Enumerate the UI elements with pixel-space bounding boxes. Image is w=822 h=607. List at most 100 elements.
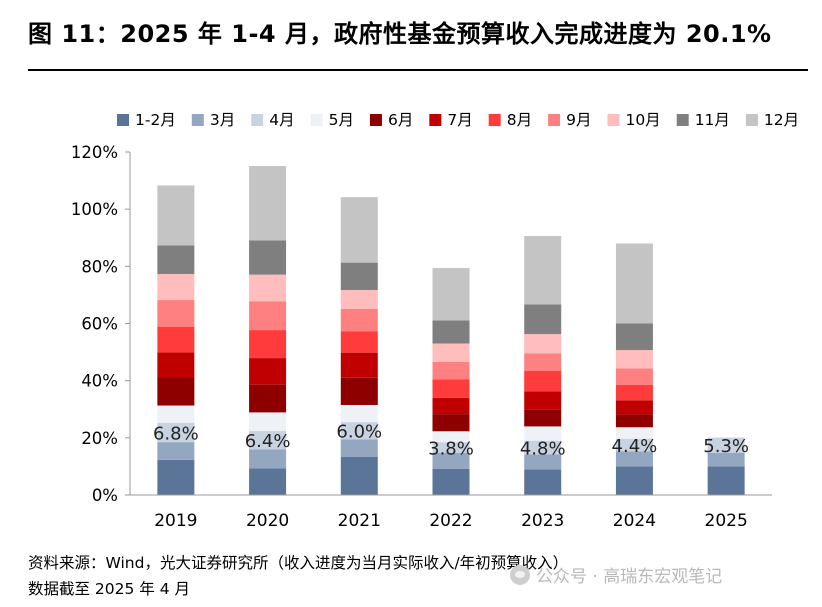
legend-label: 8月 bbox=[507, 111, 532, 129]
legend-swatch bbox=[117, 114, 129, 126]
bar-segment bbox=[524, 469, 562, 495]
y-tick-label: 80% bbox=[81, 257, 118, 276]
bar-segment bbox=[249, 166, 287, 241]
legend-label: 5月 bbox=[329, 111, 354, 129]
x-tick-label: 2022 bbox=[429, 511, 472, 531]
bar-segment bbox=[157, 245, 195, 275]
bar-segment bbox=[157, 442, 195, 460]
bar-segment bbox=[157, 326, 195, 353]
bar-segment bbox=[249, 274, 287, 302]
x-tick-label: 2020 bbox=[246, 511, 289, 531]
legend-swatch bbox=[369, 114, 382, 126]
data-label: 6.4% bbox=[245, 431, 291, 452]
bar-segment bbox=[615, 427, 653, 439]
source-line-1: 资料来源：Wind，光大证券研究所（收入进度为当月实际收入/年初预算收入） bbox=[28, 554, 569, 572]
bar-segment bbox=[707, 466, 745, 495]
bar-segment bbox=[432, 442, 470, 453]
bar-segment bbox=[432, 414, 470, 432]
x-tick-label: 2019 bbox=[154, 511, 197, 531]
bar-segment bbox=[249, 449, 287, 469]
legend-label: 4月 bbox=[269, 111, 294, 129]
data-labels: 6.8% 6.4% 6.0% 3.8% 4.8% 4.4% 5.3% bbox=[153, 422, 749, 460]
legend-swatch bbox=[251, 114, 264, 126]
source-note: 资料来源：Wind，光大证券研究所（收入进度为当月实际收入/年初预算收入） 数据… bbox=[28, 550, 808, 602]
y-tick-label: 40% bbox=[81, 372, 118, 391]
bar-segment bbox=[432, 468, 470, 495]
bar-segment bbox=[432, 397, 470, 415]
legend-swatch bbox=[488, 114, 501, 126]
bar-segment bbox=[524, 304, 562, 335]
y-tick-label: 120% bbox=[71, 143, 118, 162]
bar-segment bbox=[615, 350, 653, 369]
bar-segment bbox=[615, 384, 653, 401]
bar-segment bbox=[340, 262, 378, 291]
y-axis: 0% 20% 40% 60% 80% 100% 120% bbox=[71, 143, 131, 505]
bar-segment bbox=[615, 466, 653, 495]
bar-segment bbox=[524, 353, 562, 371]
legend-label: 1-2月 bbox=[135, 111, 176, 129]
legend-label: 9月 bbox=[566, 111, 591, 129]
x-tick-label: 2024 bbox=[613, 511, 656, 531]
bar-segment bbox=[707, 437, 745, 453]
bar-segment bbox=[340, 439, 378, 457]
wechat-icon bbox=[510, 564, 530, 585]
data-label: 5.3% bbox=[703, 436, 749, 457]
bar-segment bbox=[615, 438, 653, 452]
bar-segment bbox=[249, 384, 287, 413]
bar-segment bbox=[157, 459, 195, 495]
bar-segment bbox=[615, 243, 653, 324]
y-tick-label: 0% bbox=[92, 486, 118, 505]
legend-label: 3月 bbox=[210, 111, 235, 129]
bar-segment bbox=[524, 391, 562, 410]
legend-swatch bbox=[310, 114, 323, 126]
watermark-text: 公众号 · 高瑞东宏观笔记 bbox=[536, 567, 723, 587]
y-tick-label: 100% bbox=[71, 200, 118, 219]
bar-segment bbox=[524, 370, 562, 392]
legend-swatch bbox=[607, 114, 620, 126]
bar-segment bbox=[615, 400, 653, 415]
legend-label: 10月 bbox=[625, 111, 660, 129]
bar-segment bbox=[157, 300, 195, 327]
bar-segment bbox=[340, 456, 378, 495]
bar-segment bbox=[249, 430, 287, 450]
bar-segment bbox=[707, 452, 745, 467]
bar-segment bbox=[157, 185, 195, 246]
bar-segment bbox=[615, 414, 653, 428]
bar-segment bbox=[432, 268, 470, 321]
bar-series bbox=[157, 166, 745, 495]
bar-segment bbox=[524, 409, 562, 427]
bar-segment bbox=[340, 308, 378, 332]
legend-label: 12月 bbox=[764, 111, 799, 129]
x-axis: 2019 2020 2021 2022 2023 2024 2025 bbox=[130, 494, 772, 531]
legend-swatch bbox=[676, 114, 689, 126]
legend-label: 11月 bbox=[695, 111, 730, 129]
bar-segment bbox=[524, 440, 562, 455]
bar-segment bbox=[340, 197, 378, 263]
bar-segment bbox=[524, 454, 562, 470]
bar-segment bbox=[249, 240, 287, 275]
x-tick-label: 2025 bbox=[705, 511, 748, 531]
source-line-2: 数据截至 2025 年 4 月 bbox=[28, 580, 191, 598]
bar-segment bbox=[432, 320, 470, 344]
y-tick-label: 60% bbox=[81, 315, 118, 334]
data-label: 3.8% bbox=[428, 439, 474, 460]
y-tick-label: 20% bbox=[81, 429, 118, 448]
bar-segment bbox=[524, 426, 562, 441]
bar-segment bbox=[249, 330, 287, 359]
legend-swatch bbox=[191, 114, 204, 126]
bar-segment bbox=[249, 301, 287, 331]
bar-segment bbox=[432, 343, 470, 362]
chart-title: 图 11：2025 年 1-4 月，政府性基金预算收入完成进度为 20.1% bbox=[28, 20, 772, 48]
bar-segment bbox=[340, 404, 378, 423]
bar-segment bbox=[615, 323, 653, 351]
bar-segment bbox=[432, 361, 470, 380]
bar-segment bbox=[157, 405, 195, 423]
bar-segment bbox=[524, 334, 562, 354]
legend-label: 7月 bbox=[447, 111, 472, 129]
bar-segment bbox=[615, 451, 653, 467]
data-label: 4.8% bbox=[520, 439, 566, 460]
data-label: 4.4% bbox=[612, 436, 658, 457]
bar-segment bbox=[340, 331, 378, 353]
watermark: 公众号 · 高瑞东宏观笔记 bbox=[510, 562, 722, 587]
bar-segment bbox=[157, 274, 195, 301]
